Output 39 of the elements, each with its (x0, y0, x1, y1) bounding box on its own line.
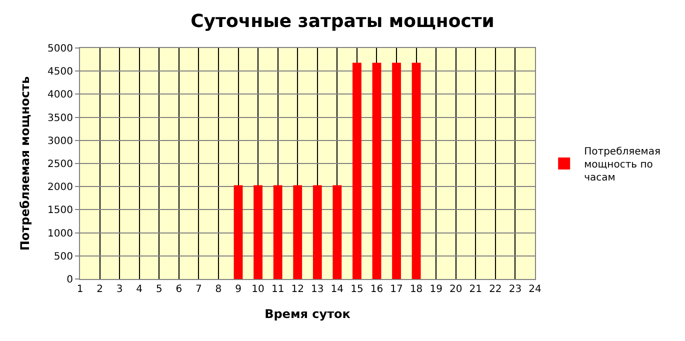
chart-title: Суточные затраты мощности (190, 10, 494, 32)
x-tick-label: 21 (469, 284, 482, 295)
x-tick-label: 7 (196, 284, 202, 295)
y-tick-label: 2000 (48, 182, 73, 194)
y-tick-label: 3500 (48, 112, 73, 124)
y-tick-label: 4500 (48, 66, 73, 78)
x-tick-label: 18 (410, 284, 423, 295)
x-tick-label: 17 (390, 284, 403, 295)
legend-label: Потребляемая мощность по часам (584, 146, 660, 184)
x-tick-label: 12 (291, 284, 304, 295)
x-tick-label: 16 (370, 284, 384, 295)
y-tick-label: 3000 (48, 136, 73, 147)
x-tick-label: 22 (489, 284, 502, 295)
x-tick-label: 23 (508, 284, 522, 295)
x-tick-label: 24 (528, 284, 542, 295)
x-tick-label: 2 (96, 284, 103, 295)
x-tick-label: 14 (330, 284, 344, 295)
x-tick-label: 13 (311, 284, 324, 295)
x-tick-label: 9 (235, 284, 242, 295)
x-tick-label: 5 (156, 284, 162, 295)
x-tick-label: 15 (350, 284, 364, 295)
x-tick-label: 3 (116, 284, 123, 295)
y-axis-title: Потребляемая мощность (18, 76, 32, 251)
x-tick-label: 8 (215, 284, 222, 295)
y-tick-label: 1500 (48, 205, 73, 216)
y-tick-label: 5000 (48, 44, 73, 54)
x-tick-label: 11 (271, 284, 284, 295)
x-tick-label: 20 (450, 284, 462, 295)
y-tick-label: 1000 (48, 228, 73, 240)
y-tick-label: 2500 (48, 159, 73, 170)
x-axis-title: Время суток (264, 306, 350, 321)
y-tick-label: 4000 (48, 90, 73, 101)
x-tick-label: 1 (76, 284, 84, 295)
y-tick-label: 0 (66, 274, 73, 286)
x-tick-label: 6 (176, 284, 182, 295)
x-tick-label: 4 (136, 284, 143, 295)
x-tick-label: 10 (252, 284, 264, 295)
x-tick-label: 19 (430, 284, 442, 295)
y-tick-label: 500 (54, 251, 73, 262)
